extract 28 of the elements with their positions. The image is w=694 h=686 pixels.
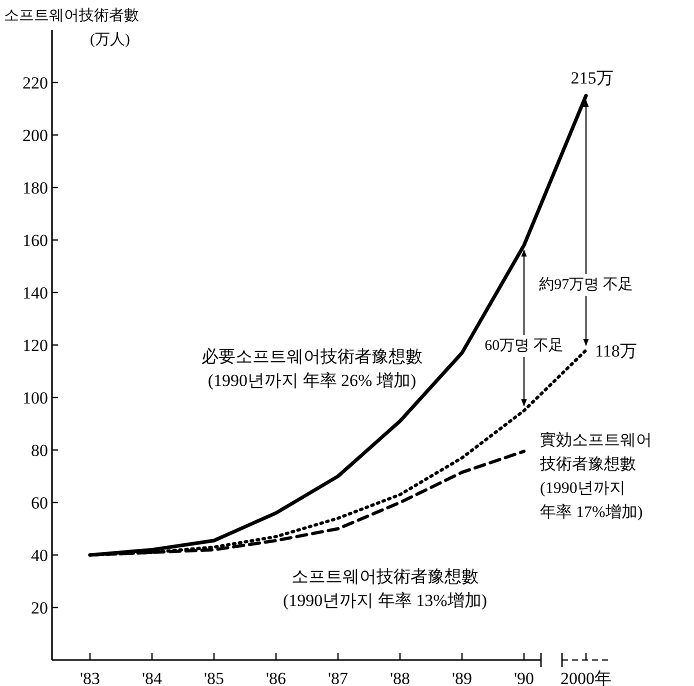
data-label: 215万	[570, 68, 614, 88]
x-tick-label: '89	[452, 669, 472, 686]
x-tick-label: '84	[142, 669, 163, 686]
y-axis-title: 소프트웨어技術者數 (万人)	[4, 7, 139, 48]
x-tick-label: '86	[266, 669, 286, 686]
x-tick-label: '85	[204, 669, 224, 686]
y-tick-label: 40	[31, 546, 48, 565]
y-tick-label: 80	[31, 441, 48, 460]
x-tick-label: '87	[328, 669, 349, 686]
series-label: 必要소프트웨어技術者豫想數 (1990년까지 年率 26% 增加)	[202, 347, 422, 390]
annotation: 60万명 不足	[484, 338, 564, 354]
y-tick-label: 100	[22, 388, 48, 408]
y-tick-label: 180	[22, 178, 48, 198]
y-tick-label: 200	[22, 126, 48, 145]
x-tick-label: '83	[80, 669, 100, 686]
y-tick-label: 60	[31, 494, 48, 512]
x-tick-label: 2000年	[560, 669, 612, 686]
x-tick-label: '90	[514, 669, 534, 686]
data-label: 118万	[595, 341, 637, 360]
y-tick-label: 160	[22, 231, 48, 250]
x-tick-label: '88	[390, 669, 410, 686]
y-tick-label: 140	[22, 284, 48, 302]
series-label: 소프트웨어技術者豫想數 (1990년까지 年率 13%增加)	[283, 567, 487, 610]
y-tick-label: 120	[22, 336, 48, 355]
y-tick-label: 20	[31, 598, 48, 618]
series-label: 實効소프트웨어 技術者豫想數 (1990년까지 年率 17%增加)	[539, 431, 652, 521]
annotation: 約97万명 不足	[539, 276, 633, 293]
y-tick-label: 220	[22, 74, 48, 92]
